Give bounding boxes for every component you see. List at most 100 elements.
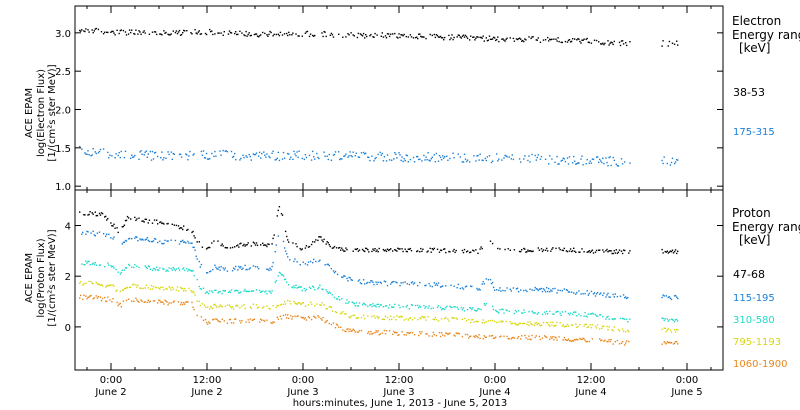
data-point (107, 217, 109, 220)
data-point (598, 41, 600, 43)
data-point (287, 34, 289, 37)
data-point (177, 267, 180, 269)
data-point (372, 332, 374, 335)
data-point (591, 158, 594, 160)
data-point (79, 145, 81, 148)
data-point (298, 35, 300, 37)
data-point (553, 38, 555, 40)
data-point (461, 335, 464, 338)
data-point (296, 303, 298, 306)
data-point (178, 243, 181, 245)
data-point (608, 296, 610, 298)
data-point (443, 39, 445, 41)
data-point (260, 34, 262, 36)
data-point (366, 35, 368, 38)
data-point (546, 321, 548, 324)
data-point (260, 244, 262, 246)
data-point (620, 250, 623, 252)
data-point (602, 249, 604, 251)
data-point (538, 249, 541, 251)
data-point (305, 245, 308, 247)
data-point (96, 214, 99, 217)
x-tick-time-label: 0:00 (676, 375, 698, 386)
data-point (339, 299, 341, 301)
data-point (526, 290, 528, 293)
data-point (599, 158, 601, 161)
data-point (534, 154, 536, 157)
data-point (334, 270, 337, 273)
data-point (499, 309, 501, 311)
data-point (573, 292, 575, 294)
data-point (584, 311, 586, 314)
data-point (445, 332, 447, 334)
data-point (459, 156, 461, 158)
data-point (98, 150, 101, 153)
data-point (424, 284, 426, 287)
data-point (149, 150, 152, 153)
data-point (619, 295, 622, 297)
data-point (214, 33, 216, 35)
data-point (440, 285, 443, 288)
data-point (209, 290, 211, 292)
data-point (104, 266, 106, 268)
data-point (168, 34, 170, 36)
data-point (663, 156, 665, 158)
data-point (198, 300, 200, 303)
data-point (490, 335, 493, 337)
data-point (537, 322, 539, 324)
data-point (413, 334, 416, 336)
data-point (281, 158, 284, 160)
data-point (541, 313, 544, 316)
data-point (99, 214, 102, 216)
data-point (302, 302, 304, 304)
data-point (139, 238, 141, 240)
data-point (378, 247, 380, 250)
data-point (245, 321, 247, 323)
data-point (232, 155, 235, 158)
data-point (510, 338, 512, 340)
data-point (388, 35, 391, 38)
data-point (485, 302, 487, 305)
data-point (599, 249, 601, 251)
data-point (670, 331, 673, 333)
data-point (117, 271, 119, 273)
data-point (351, 279, 353, 281)
data-point (625, 331, 627, 333)
data-point (268, 33, 270, 36)
data-point (622, 294, 625, 296)
data-point (161, 242, 163, 245)
data-point (275, 244, 277, 246)
data-point (306, 30, 309, 33)
data-point (599, 338, 601, 340)
data-point (346, 299, 348, 301)
data-point (180, 33, 183, 36)
data-point (240, 322, 242, 324)
data-point (305, 288, 308, 291)
data-point (453, 285, 455, 287)
data-point (214, 264, 216, 266)
data-point (332, 322, 335, 324)
data-point (344, 250, 346, 252)
data-point (335, 311, 338, 314)
data-point (539, 288, 542, 290)
data-point (244, 288, 246, 291)
data-point (105, 286, 107, 288)
data-point (670, 318, 673, 320)
data-point (566, 41, 569, 43)
data-point (235, 158, 237, 161)
data-point (219, 150, 221, 152)
data-point (471, 308, 473, 311)
data-point (147, 299, 149, 301)
data-point (162, 301, 164, 303)
data-point (328, 306, 330, 308)
data-point (445, 306, 447, 309)
data-point (409, 331, 412, 334)
data-point (357, 280, 360, 282)
data-point (554, 287, 556, 290)
data-point (369, 35, 371, 37)
data-point (175, 224, 178, 227)
data-point (475, 249, 477, 251)
data-point (261, 290, 263, 293)
data-point (581, 39, 583, 41)
data-point (353, 314, 355, 316)
